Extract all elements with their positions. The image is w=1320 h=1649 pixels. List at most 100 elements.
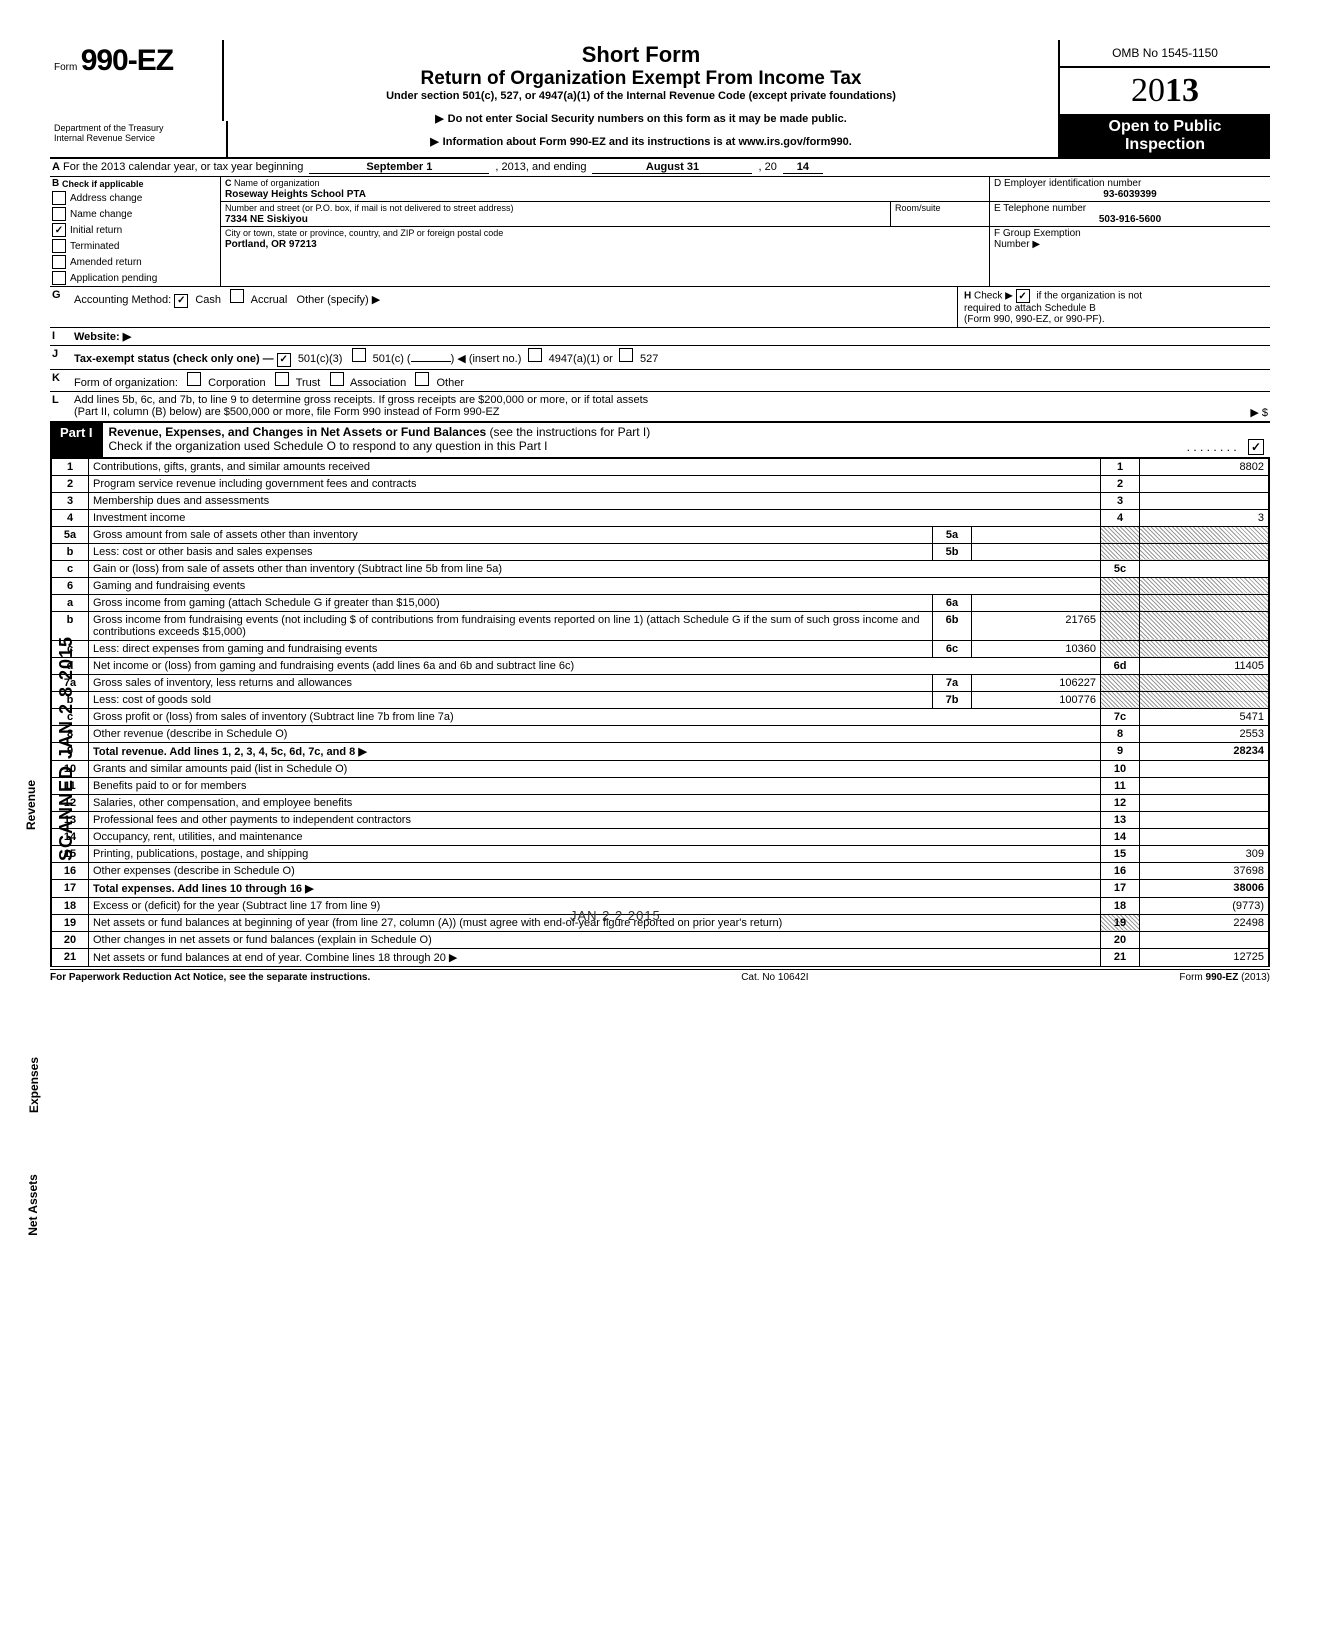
h-checkbox[interactable]: ✓ — [1016, 289, 1030, 303]
row-i: I Website: ▶ — [50, 328, 1270, 346]
line-value[interactable]: 38006 — [1140, 879, 1270, 897]
line-value[interactable]: 2553 — [1140, 725, 1270, 742]
k-other-checkbox[interactable] — [415, 372, 429, 386]
line-value[interactable] — [1140, 492, 1270, 509]
k-o1: Corporation — [208, 377, 265, 389]
g-accrual: Accrual — [251, 294, 288, 306]
part1-bar: Part I Revenue, Expenses, and Changes in… — [50, 421, 1270, 458]
b-item-label: Application pending — [70, 273, 157, 284]
b-checkbox[interactable] — [52, 271, 66, 285]
b-checkbox[interactable]: ✓ — [52, 223, 66, 237]
row-l: L Add lines 5b, 6c, and 7b, to line 9 to… — [50, 392, 1270, 421]
j-o1: 501(c)(3) — [298, 353, 343, 365]
section-c: C Name of organization Roseway Heights S… — [221, 177, 989, 286]
omb-number: OMB No 1545-1150 — [1060, 40, 1270, 68]
mid-num: 5b — [933, 543, 972, 560]
j-4947-checkbox[interactable] — [528, 348, 542, 362]
k-assoc-checkbox[interactable] — [330, 372, 344, 386]
line-ref: 17 — [1101, 879, 1140, 897]
line-ref: 20 — [1101, 931, 1140, 948]
shade-cell — [1101, 611, 1140, 640]
line-value[interactable] — [1140, 931, 1270, 948]
line-ref: 11 — [1101, 777, 1140, 794]
mid-val[interactable] — [972, 594, 1101, 611]
line-value[interactable]: 12725 — [1140, 948, 1270, 966]
shade-cell — [1101, 691, 1140, 708]
row-desc: Gain or (loss) from sale of assets other… — [89, 560, 1101, 577]
line-value[interactable] — [1140, 794, 1270, 811]
line-a-end[interactable]: August 31 — [592, 161, 752, 174]
table-row: bGross income from fundraising events (n… — [51, 611, 1269, 640]
line-value[interactable]: 309 — [1140, 845, 1270, 862]
b-item: Address change — [50, 190, 220, 206]
g-accrual-checkbox[interactable] — [230, 289, 244, 303]
line-value[interactable]: 3 — [1140, 509, 1270, 526]
shade-cell — [1101, 674, 1140, 691]
line-a-yr[interactable]: 14 — [783, 161, 823, 174]
line-value[interactable] — [1140, 475, 1270, 492]
table-row: bLess: cost or other basis and sales exp… — [51, 543, 1269, 560]
mid-val[interactable]: 21765 — [972, 611, 1101, 640]
l-txt: Add lines 5b, 6c, and 7b, to line 9 to d… — [74, 394, 648, 406]
line-value[interactable] — [1140, 828, 1270, 845]
table-row: 14Occupancy, rent, utilities, and mainte… — [51, 828, 1269, 845]
mid-val[interactable]: 106227 — [972, 674, 1101, 691]
line-a-text3: , 20 — [758, 161, 776, 174]
line-value[interactable]: 37698 — [1140, 862, 1270, 879]
phone-value[interactable]: 503-916-5600 — [994, 214, 1266, 225]
part1-checkbox[interactable]: ✓ — [1248, 439, 1264, 455]
k-trust-checkbox[interactable] — [275, 372, 289, 386]
line-value[interactable] — [1140, 811, 1270, 828]
line-a-begin[interactable]: September 1 — [309, 161, 489, 174]
footer: For Paperwork Reduction Act Notice, see … — [50, 969, 1270, 983]
j-527-checkbox[interactable] — [619, 348, 633, 362]
b-checkbox[interactable] — [52, 207, 66, 221]
mid-num: 6c — [933, 640, 972, 657]
l-lbl: L — [50, 392, 72, 421]
org-address[interactable]: 7334 NE Siskiyou — [225, 214, 308, 225]
row-number: 5a — [51, 526, 89, 543]
line-value[interactable] — [1140, 777, 1270, 794]
k-corp-checkbox[interactable] — [187, 372, 201, 386]
b-checkbox[interactable] — [52, 255, 66, 269]
line-ref: 5c — [1101, 560, 1140, 577]
c-name-lbl: Name of organization — [234, 178, 320, 188]
j-501c3-checkbox[interactable]: ✓ — [277, 353, 291, 367]
b-checkbox[interactable] — [52, 239, 66, 253]
line-value[interactable]: (9773) — [1140, 897, 1270, 914]
mid-val[interactable] — [972, 526, 1101, 543]
j-501c-checkbox[interactable] — [352, 348, 366, 362]
org-name[interactable]: Roseway Heights School PTA — [225, 189, 366, 200]
mid-num: 7a — [933, 674, 972, 691]
part1-table: 1Contributions, gifts, grants, and simil… — [50, 458, 1270, 967]
line-value[interactable]: 28234 — [1140, 742, 1270, 760]
h-txt1: Check ▶ — [974, 291, 1013, 302]
side-revenue: Revenue — [24, 780, 38, 830]
row-desc: Professional fees and other payments to … — [89, 811, 1101, 828]
b-checkbox[interactable] — [52, 191, 66, 205]
form-header: Form 990-EZ Short Form Return of Organiz… — [50, 40, 1270, 159]
org-city[interactable]: Portland, OR 97213 — [225, 239, 317, 250]
mid-val[interactable]: 100776 — [972, 691, 1101, 708]
g-cash-checkbox[interactable]: ✓ — [174, 294, 188, 308]
part1-table-wrap: SCANNED JAN 2 8 2015 Revenue Expenses Ne… — [50, 458, 1270, 967]
table-row: 9Total revenue. Add lines 1, 2, 3, 4, 5c… — [51, 742, 1269, 760]
line-value[interactable] — [1140, 760, 1270, 777]
line-value[interactable]: 8802 — [1140, 458, 1270, 475]
j-o3: 4947(a)(1) or — [549, 353, 613, 365]
subtitle-ssn: Do not enter Social Security numbers on … — [234, 112, 1048, 125]
ein-value[interactable]: 93-6039399 — [994, 189, 1266, 200]
mid-val[interactable] — [972, 543, 1101, 560]
row-number: 21 — [51, 948, 89, 966]
line-value[interactable]: 11405 — [1140, 657, 1270, 674]
row-desc: Other revenue (describe in Schedule O) — [89, 725, 1101, 742]
line-value[interactable] — [1140, 560, 1270, 577]
line-value[interactable]: 5471 — [1140, 708, 1270, 725]
row-desc: Gross amount from sale of assets other t… — [89, 526, 933, 543]
row-desc: Gross income from gaming (attach Schedul… — [89, 594, 933, 611]
open-line1: Open to Public — [1062, 118, 1268, 136]
b-check-if: Check if applicable — [62, 179, 144, 189]
mid-val[interactable]: 10360 — [972, 640, 1101, 657]
shade-cell — [1101, 526, 1140, 543]
line-value[interactable]: 22498 — [1140, 914, 1270, 931]
